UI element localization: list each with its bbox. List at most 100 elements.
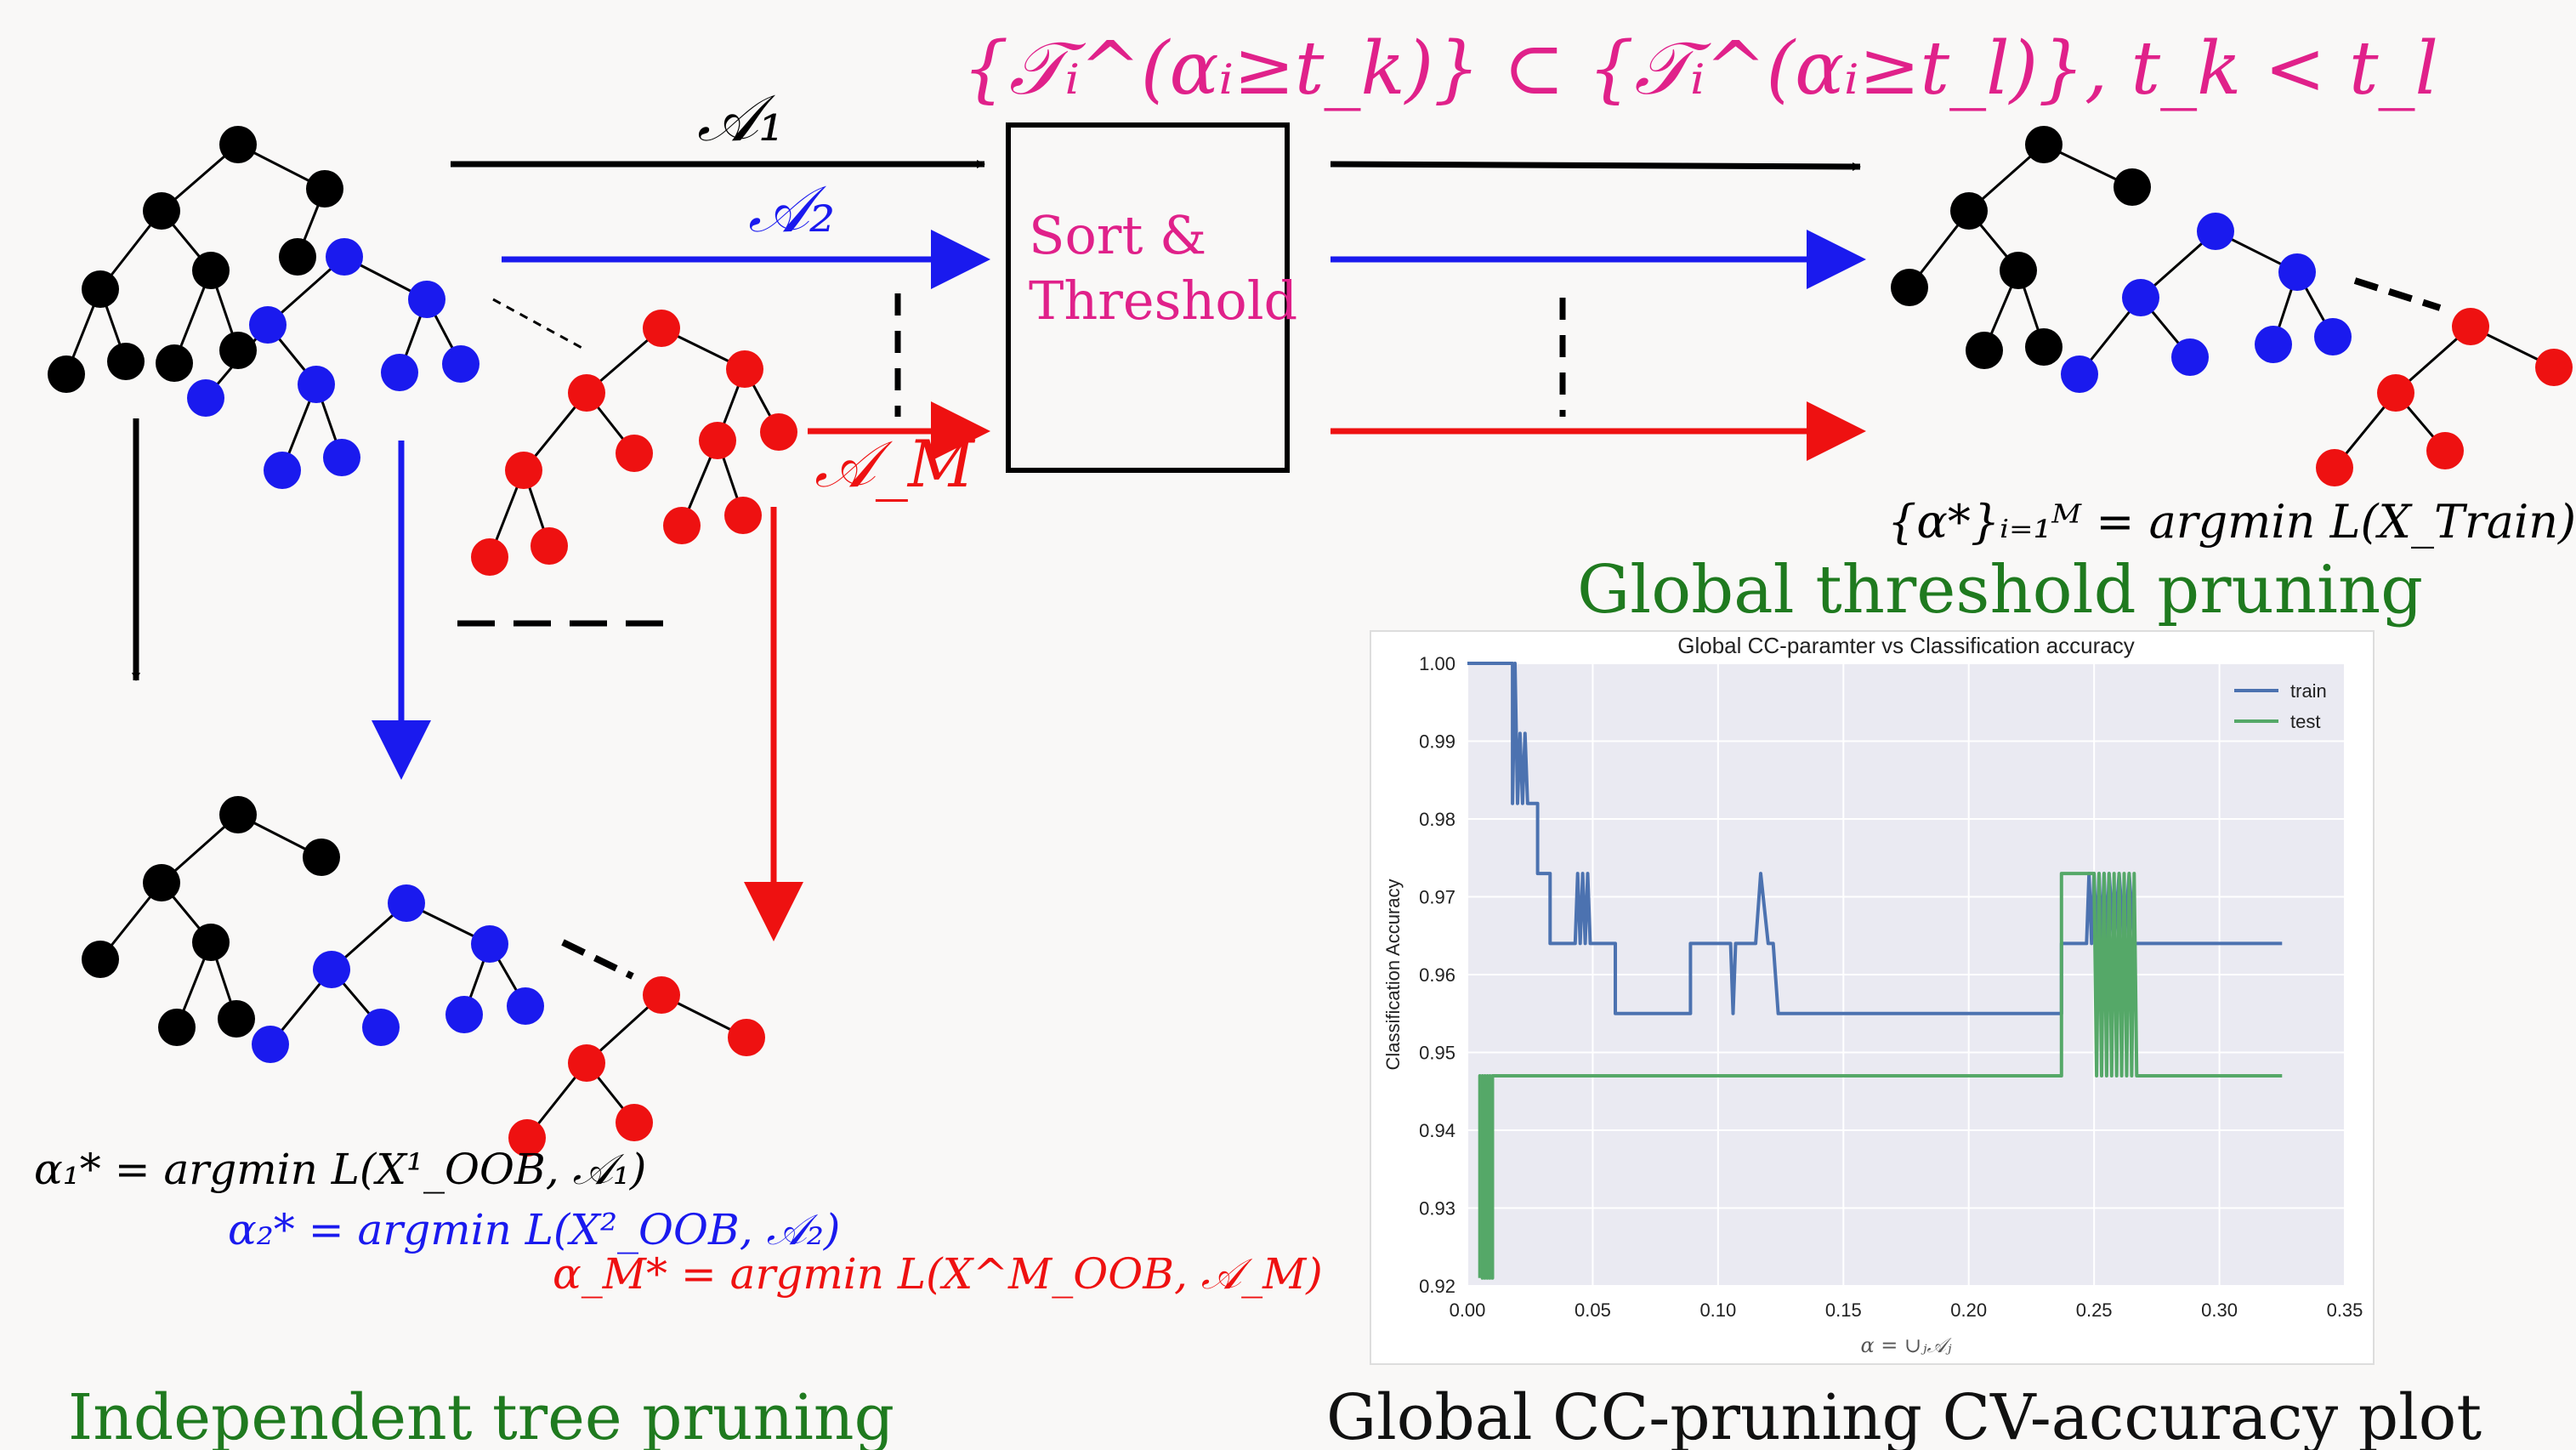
tree-node xyxy=(219,126,257,163)
x-tick-label: 0.30 xyxy=(2201,1299,2238,1321)
tree-node xyxy=(726,350,763,388)
sort-label: Sort & xyxy=(1029,204,1206,266)
prune-mark-left xyxy=(561,939,634,980)
tree-left-pruned-black xyxy=(82,796,340,1046)
prune-mark-right xyxy=(2353,277,2442,311)
tree-right-pruned-blue xyxy=(2061,213,2352,393)
chart-xlabel: α = ∪ⱼ𝒜ⱼ xyxy=(1860,1333,1952,1357)
x-tick-label: 0.05 xyxy=(1575,1299,1611,1321)
legend-label-test: test xyxy=(2290,711,2320,732)
tree-node xyxy=(219,796,257,833)
tree-node xyxy=(508,1119,546,1157)
tree-right-pruned-black xyxy=(1891,126,2151,369)
tree-node xyxy=(2025,328,2063,366)
tree-node xyxy=(48,355,85,393)
caption-cv-plot: Global CC-pruning CV-accuracy plot xyxy=(1326,1381,2482,1450)
y-tick-label: 0.99 xyxy=(1419,731,1455,753)
cv-accuracy-chart: Global CC-paramter vs Classification acc… xyxy=(1370,630,2375,1365)
tree-node xyxy=(471,538,508,576)
tree-node xyxy=(2255,326,2292,363)
tree-node xyxy=(2314,318,2352,355)
tree-node xyxy=(724,497,762,534)
formula-tree2: α₂* = argmin L(X²_OOB, 𝒜₂) xyxy=(228,1205,840,1254)
tree-node xyxy=(728,1019,765,1056)
tree-node xyxy=(2197,213,2234,250)
trees-layer xyxy=(48,126,2573,1157)
tree-node xyxy=(1950,192,1988,230)
y-tick-label: 0.95 xyxy=(1419,1043,1455,1064)
tree-node xyxy=(219,332,257,369)
tree-node xyxy=(323,439,360,476)
x-tick-label: 0.00 xyxy=(1450,1299,1486,1321)
tree-node xyxy=(326,238,363,276)
tree-node xyxy=(279,238,316,276)
tree-node xyxy=(2316,449,2353,486)
tree-node xyxy=(616,435,653,472)
legend-label-train: train xyxy=(2290,680,2327,702)
series-line-test xyxy=(1478,872,2283,1280)
tree-node xyxy=(408,281,445,318)
tree-node xyxy=(2535,349,2573,386)
x-tick-label: 0.10 xyxy=(1699,1299,1736,1321)
formula-global: {α*}ᵢ₌₁ᴹ = argmin L(X_Train) xyxy=(1887,495,2576,549)
tree-node xyxy=(2171,338,2209,376)
tree-node xyxy=(82,270,119,308)
tree-full-blue xyxy=(187,238,479,489)
tree-node xyxy=(249,306,287,344)
tree-node xyxy=(442,345,479,383)
y-tick-label: 0.94 xyxy=(1419,1120,1455,1141)
formula-tree1: α₁* = argmin L(X¹_OOB, 𝒜₁) xyxy=(34,1145,646,1194)
subset-relation-formula: {𝒯ᵢ^(αᵢ≥t_k)} ⊂ {𝒯ᵢ^(αᵢ≥t_l)}, t_k < t_l xyxy=(962,26,2438,111)
tree-node xyxy=(192,252,230,289)
tree-node xyxy=(663,507,701,544)
label-am: 𝒜_M xyxy=(814,426,976,502)
label-a1: 𝒜₁ xyxy=(697,80,784,156)
tree-node xyxy=(616,1104,653,1141)
tree-node xyxy=(2114,168,2151,206)
caption-global-threshold: Global threshold pruning xyxy=(1577,552,2423,628)
tree-node xyxy=(298,366,335,403)
tree-node xyxy=(568,1044,605,1082)
tree-node xyxy=(445,996,483,1033)
tree-node xyxy=(531,527,568,565)
tree-node xyxy=(2000,252,2037,289)
tree-node xyxy=(388,884,425,922)
tree-node xyxy=(2377,374,2414,412)
tree-node xyxy=(107,343,145,380)
tree-node xyxy=(158,1009,196,1046)
chart-ylabel: Classification Accuracy xyxy=(1382,879,1404,1071)
tree-node xyxy=(143,864,180,901)
y-tick-label: 1.00 xyxy=(1419,653,1455,674)
tree-node xyxy=(252,1026,289,1063)
tree-node xyxy=(507,987,544,1025)
tree-node xyxy=(699,422,736,459)
tree-full-red xyxy=(471,310,797,576)
tree-node xyxy=(2452,308,2489,345)
x-tick-label: 0.20 xyxy=(1950,1299,1987,1321)
dotted-connector xyxy=(492,298,587,352)
tree-node xyxy=(306,170,343,208)
tree-node xyxy=(643,310,680,347)
chart-title: Global CC-paramter vs Classification acc… xyxy=(1677,633,2135,658)
y-tick-label: 0.97 xyxy=(1419,887,1455,908)
label-a2: 𝒜₂ xyxy=(748,171,835,247)
tree-node xyxy=(2061,355,2098,393)
tree-full-black xyxy=(48,126,343,393)
tree-node xyxy=(2278,253,2316,291)
x-tick-label: 0.35 xyxy=(2327,1299,2363,1321)
tree-node xyxy=(218,1000,255,1038)
caption-independent: Independent tree pruning xyxy=(68,1381,894,1450)
tree-node xyxy=(1966,332,2003,369)
tree-node xyxy=(505,452,542,489)
tree-node xyxy=(471,925,508,963)
threshold-label: Threshold xyxy=(1029,270,1297,332)
tree-node xyxy=(2025,126,2063,163)
y-tick-label: 0.92 xyxy=(1419,1276,1455,1297)
tree-node xyxy=(303,839,340,876)
x-tick-label: 0.15 xyxy=(1825,1299,1862,1321)
tree-node xyxy=(362,1009,400,1046)
tree-node xyxy=(313,951,350,988)
tree-node xyxy=(2122,279,2159,316)
tree-node xyxy=(2426,432,2464,469)
